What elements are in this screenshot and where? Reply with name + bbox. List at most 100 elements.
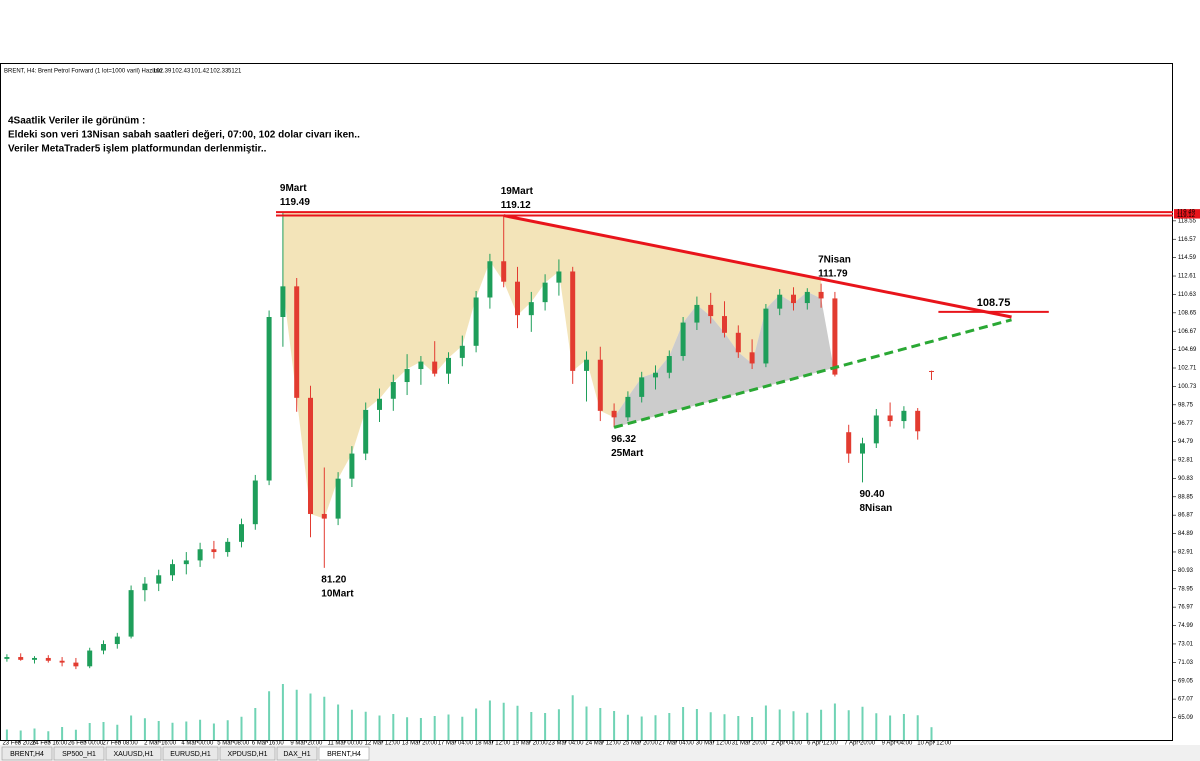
volume-bar	[847, 710, 850, 740]
volume-bar	[806, 712, 809, 740]
candle-body	[128, 590, 134, 637]
header-close: 102.33	[210, 69, 229, 75]
candle-body	[515, 281, 520, 316]
candle-body	[101, 644, 106, 651]
volume-bar	[212, 723, 215, 740]
volume-bar	[502, 702, 505, 740]
volume-bar	[751, 717, 754, 740]
tab-label[interactable]: EURUSD,H1	[170, 751, 211, 758]
volume-bar	[337, 704, 340, 740]
volume-bar	[516, 705, 519, 740]
x-tick-label: 24 Mar 12:00	[585, 741, 621, 747]
volume-bar	[74, 729, 77, 740]
annotation-price: 111.79	[818, 268, 848, 279]
candle-body	[211, 549, 217, 553]
candle-body	[349, 453, 355, 479]
volume-bar	[323, 696, 326, 740]
volume-bar	[19, 730, 22, 740]
tab-label[interactable]: BRENT,H4	[10, 751, 44, 758]
candle-body	[611, 410, 617, 418]
header-open: 102.39	[153, 69, 172, 75]
line-label: 108.75	[977, 297, 1011, 309]
y-tick-label: 116.57	[1178, 237, 1197, 243]
y-tick-label: 78.95	[1178, 586, 1194, 592]
y-tick-label: 110.63	[1178, 292, 1197, 298]
x-tick-label: 5 Mar 08:00	[217, 741, 250, 747]
x-tick-label: 4 Mar 00:00	[181, 741, 214, 747]
volume-bar	[281, 684, 284, 740]
candle-body	[708, 304, 714, 317]
tab[interactable]	[1, 746, 53, 761]
volume-bar	[254, 708, 257, 740]
candle-body	[377, 398, 382, 410]
candle-body	[446, 357, 451, 374]
candle-body	[680, 322, 686, 357]
trend-line	[613, 318, 1012, 429]
tab[interactable]	[318, 746, 370, 761]
y-tick-label: 98.75	[1178, 402, 1194, 408]
y-tick-label: 73.01	[1178, 642, 1194, 648]
x-tick-label: 6 Apr 12:00	[807, 741, 838, 747]
header-volume: 5121	[228, 69, 242, 75]
candle-body	[114, 636, 120, 645]
y-tick-label: 96.77	[1178, 421, 1194, 427]
candle-body	[653, 372, 658, 378]
candle-body	[266, 317, 272, 481]
annotation-date: 9Mart	[280, 183, 307, 194]
tab[interactable]	[276, 746, 318, 761]
annotation-date: 10Mart	[321, 588, 354, 599]
volume-bar	[171, 722, 174, 740]
y-tick-label: 112.61	[1178, 274, 1197, 280]
volume-bar	[33, 728, 36, 740]
candle-body	[735, 332, 741, 353]
tab[interactable]	[162, 746, 219, 761]
annotation-price: 96.32	[611, 434, 636, 445]
volume-bar	[378, 715, 381, 740]
volume-bar	[392, 714, 395, 740]
candle-body	[239, 524, 244, 542]
x-tick-label: 30 Mar 12:00	[696, 741, 732, 747]
tab-label[interactable]: SP500_H1	[62, 751, 96, 758]
tab-label[interactable]: BRENT,H4	[327, 751, 361, 758]
volume-bar	[406, 717, 409, 740]
x-tick-label: 25 Mar 20:00	[623, 741, 659, 747]
y-tick-label: 92.81	[1178, 458, 1194, 464]
candle-body	[846, 432, 852, 454]
candle-body	[32, 657, 37, 660]
y-tick-label: 94.79	[1178, 439, 1194, 445]
volume-bar	[778, 709, 781, 740]
x-tick-label: 2 Mar 16:00	[144, 741, 177, 747]
candle-body	[542, 282, 548, 303]
tab[interactable]	[105, 746, 162, 761]
candle-body	[18, 657, 24, 660]
price-tag	[1174, 212, 1200, 219]
y-tick-label: 67.07	[1178, 697, 1194, 703]
volume-bar	[268, 691, 271, 740]
candle-body	[722, 316, 727, 333]
volume-bar	[130, 715, 133, 740]
tab[interactable]	[219, 746, 276, 761]
candle-body	[432, 361, 438, 374]
candle-body	[887, 415, 893, 422]
volume-bar	[461, 716, 464, 740]
candle-body	[915, 410, 921, 432]
note: Veriler MetaTrader5 işlem platformundan …	[8, 144, 267, 155]
volume-bar	[88, 723, 91, 740]
candle-body	[929, 370, 934, 372]
candle-body	[763, 308, 769, 364]
volume-bar	[47, 731, 50, 740]
tab-label[interactable]: DAX_H1	[283, 751, 310, 758]
x-tick-label: 23 Mar 04:00	[548, 741, 584, 747]
x-tick-label: 18 Mar 12:00	[475, 741, 511, 747]
x-tick-label: 7 Apr 20:00	[844, 741, 875, 747]
tab[interactable]	[53, 746, 105, 761]
tab-label[interactable]: XAUUSD,H1	[113, 751, 153, 758]
candle-body	[487, 261, 493, 298]
tab-label[interactable]: XPDUSD,H1	[227, 751, 267, 758]
candle-body	[390, 382, 396, 399]
candle-body	[528, 302, 534, 316]
chart-title: BRENT, H4: Brent Petrol Forward (1 lot=1…	[4, 69, 162, 75]
candle-body	[832, 298, 838, 375]
candle-body	[459, 345, 465, 358]
